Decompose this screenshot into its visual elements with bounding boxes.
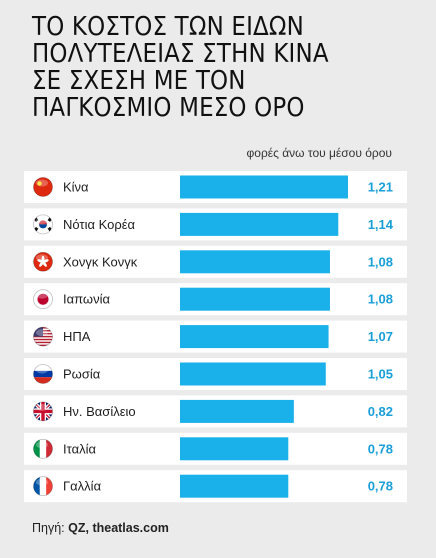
chart-row: Χονγκ Κονγκ 1,08	[24, 245, 407, 278]
data-label: 0,78	[368, 441, 393, 456]
chart-row: Γαλλία 0,78	[24, 470, 407, 503]
data-label: 1,08	[368, 254, 393, 269]
data-label: 1,14	[368, 217, 394, 232]
category-label: Ιταλία	[63, 441, 96, 456]
title-line: ΠΟΛΥΤΕΛΕΙΑΣ ΣΤΗΝ ΚΙΝΑ	[32, 39, 329, 69]
bar	[180, 325, 329, 349]
chart-row: Ιταλία 0,78	[24, 432, 407, 465]
china-flag-icon	[33, 177, 53, 197]
bar	[180, 287, 330, 311]
bar	[180, 399, 294, 423]
title-line: ΤΟ ΚΟΣΤΟΣ ΤΩΝ ΕΙΔΩΝ	[32, 12, 304, 42]
usa-flag-icon	[33, 327, 53, 347]
italy-flag-icon	[33, 439, 53, 459]
category-label: Γαλλία	[63, 479, 102, 494]
data-label: 1,08	[368, 292, 393, 307]
category-label: Ην. Βασίλειο	[63, 404, 136, 419]
bar	[180, 362, 326, 386]
bar	[180, 212, 339, 236]
chart-row: Ιαπωνία 1,08	[24, 283, 407, 316]
uk-flag-icon	[33, 401, 53, 421]
unit-label: φορές άνω του μέσου όρου	[246, 146, 392, 160]
source-note: Πηγή: QZ, theatlas.com	[32, 521, 169, 535]
chart-title: ΤΟ ΚΟΣΤΟΣ ΤΩΝ ΕΙΔΩΝ ΠΟΛΥΤΕΛΕΙΑΣ ΣΤΗΝ ΚΙΝ…	[32, 14, 383, 122]
data-label: 0,78	[368, 479, 393, 494]
category-label: Χονγκ Κονγκ	[63, 254, 138, 269]
category-label: Ιαπωνία	[63, 292, 110, 307]
title-line: ΣΕ ΣΧΕΣΗ ΜΕ ΤΟΝ	[32, 66, 246, 96]
russia-flag-icon	[33, 364, 53, 384]
japan-flag-icon	[33, 289, 53, 309]
data-label: 1,05	[368, 367, 393, 382]
chart-row: Κίνα 1,21	[24, 171, 407, 203]
category-label: Ρωσία	[63, 367, 101, 382]
category-label: Κίνα	[63, 180, 89, 195]
chart-row: Ρωσία 1,05	[24, 358, 407, 390]
hong-kong-flag-icon	[33, 252, 53, 272]
bar	[180, 474, 289, 498]
france-flag-icon	[33, 476, 53, 496]
source-text: QZ, theatlas.com	[68, 521, 169, 535]
bar	[180, 175, 348, 199]
chart-row: Ην. Βασίλειο 0,82	[24, 395, 407, 428]
bar	[180, 437, 289, 461]
title-line: ΠΑΓΚΟΣΜΙΟ ΜΕΣΟ ΟΡΟ	[32, 93, 305, 123]
data-label: 0,82	[368, 404, 393, 419]
south-korea-flag-icon	[33, 214, 53, 234]
data-label: 1,07	[368, 329, 393, 344]
chart-row: ΗΠΑ 1,07	[24, 320, 407, 353]
data-label: 1,21	[368, 180, 393, 195]
source-prefix: Πηγή:	[32, 521, 65, 535]
category-label: ΗΠΑ	[63, 329, 91, 344]
bar	[180, 250, 330, 274]
chart-row: Νότια Κορέα 1,14	[24, 208, 407, 241]
category-label: Νότια Κορέα	[63, 217, 136, 232]
